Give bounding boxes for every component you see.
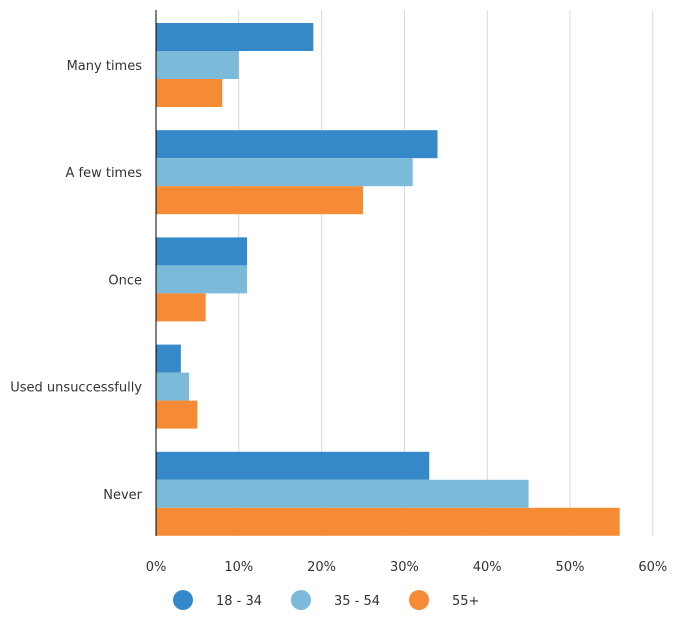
- legend-marker: [291, 590, 311, 610]
- labels: 0% 10% 20% 30% 40% 50% 60% Many times A few time…: [10, 59, 667, 575]
- bar: [156, 23, 314, 51]
- bar: [156, 51, 239, 79]
- category-label: Never: [103, 488, 142, 503]
- x-tick-label: 40%: [473, 560, 502, 575]
- bar: [156, 293, 206, 322]
- bar: [156, 186, 363, 215]
- bar: [156, 237, 248, 266]
- bar: [156, 265, 248, 294]
- legend-label: 55+: [452, 594, 479, 609]
- x-tick-label: 20%: [307, 560, 336, 575]
- legend-label: 35 - 54: [334, 594, 380, 609]
- legend-marker: [173, 590, 193, 610]
- bar: [156, 344, 181, 373]
- bar: [156, 451, 430, 480]
- x-tick-label: 30%: [390, 560, 419, 575]
- legend-label: 18 - 34: [216, 594, 262, 609]
- x-tick-label: 10%: [224, 560, 253, 575]
- category-label: Many times: [67, 59, 143, 74]
- bars: [156, 23, 620, 536]
- bar: [156, 507, 620, 536]
- legend: 18 - 34 35 - 54 55+: [173, 590, 479, 610]
- bar: [156, 79, 223, 107]
- category-label: A few times: [65, 166, 142, 181]
- bar: [156, 479, 529, 508]
- category-label: Once: [108, 273, 142, 288]
- bar: [156, 130, 438, 159]
- x-tick-label: 50%: [556, 560, 585, 575]
- x-tick-label: 60%: [638, 560, 667, 575]
- category-label: Used unsuccessfully: [10, 381, 142, 396]
- x-tick-label: 0%: [146, 560, 167, 575]
- bar: [156, 158, 413, 187]
- bar: [156, 372, 190, 401]
- bar: [156, 400, 198, 429]
- legend-marker: [409, 590, 429, 610]
- grid: [238, 10, 654, 536]
